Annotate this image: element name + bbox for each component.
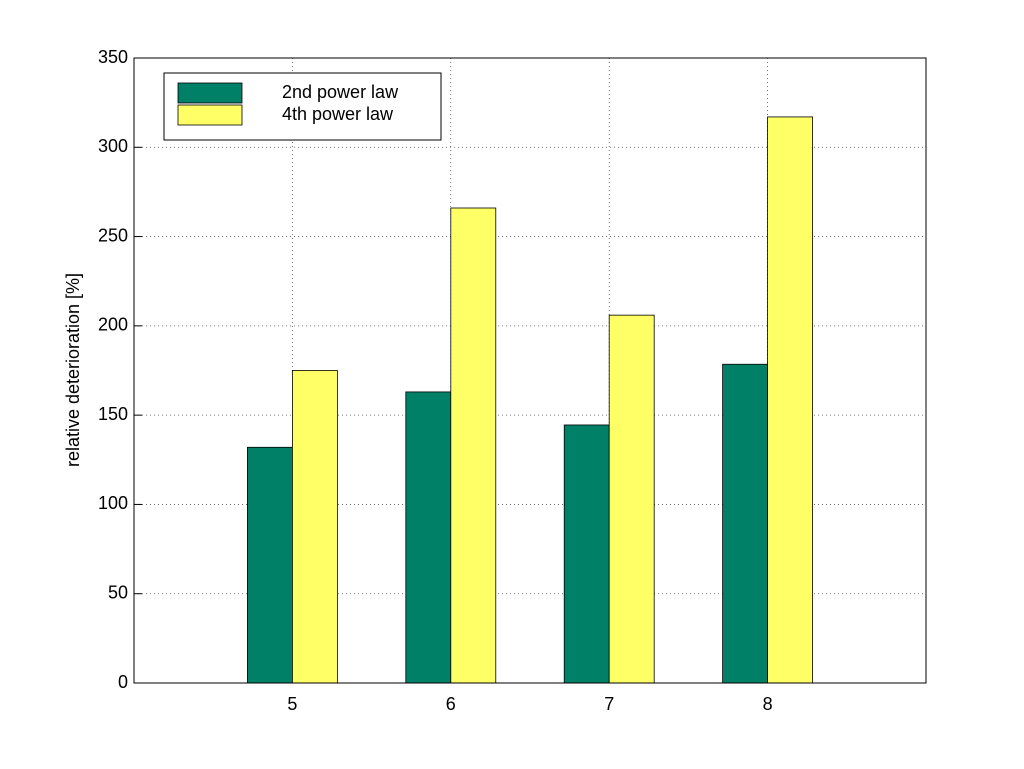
y-tick-label: 300 bbox=[98, 136, 128, 156]
bar bbox=[291, 370, 338, 684]
bar bbox=[405, 391, 452, 684]
y-tick-label: 200 bbox=[98, 315, 128, 335]
bar bbox=[767, 116, 813, 684]
x-tick-label: 8 bbox=[763, 694, 773, 714]
bar bbox=[722, 363, 768, 684]
x-tick-label: 5 bbox=[287, 694, 297, 714]
y-axis-label: relative deterioration [%] bbox=[63, 273, 83, 467]
y-tick-label: 0 bbox=[118, 672, 128, 692]
legend-label: 4th power law bbox=[282, 104, 394, 124]
axes-box bbox=[133, 57, 927, 684]
legend-swatch bbox=[177, 104, 243, 126]
y-tick-label: 250 bbox=[98, 225, 128, 245]
legend-label: 2nd power law bbox=[282, 82, 399, 102]
bar bbox=[608, 314, 655, 684]
y-tick-label: 350 bbox=[98, 47, 128, 67]
y-tick-label: 100 bbox=[98, 493, 128, 513]
x-tick-label: 7 bbox=[604, 694, 614, 714]
bar bbox=[563, 424, 610, 684]
y-tick-label: 50 bbox=[108, 582, 128, 602]
bar bbox=[450, 207, 497, 684]
legend-swatch bbox=[177, 82, 243, 104]
y-tick-label: 150 bbox=[98, 404, 128, 424]
x-tick-label: 6 bbox=[446, 694, 456, 714]
bar bbox=[247, 446, 293, 684]
